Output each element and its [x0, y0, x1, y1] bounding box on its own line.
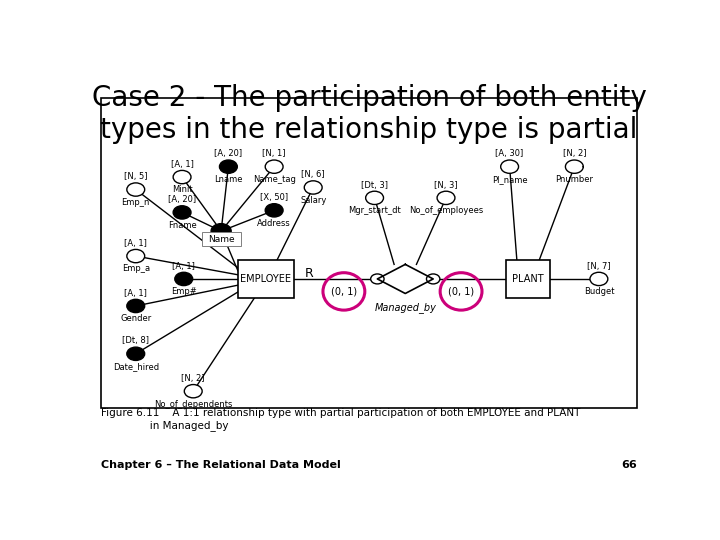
Circle shape [127, 299, 145, 313]
Text: [N, 2]: [N, 2] [181, 374, 205, 383]
Circle shape [173, 206, 191, 219]
Text: (0, 1): (0, 1) [330, 286, 357, 296]
Text: [A, 1]: [A, 1] [125, 289, 147, 298]
Text: [N, 3]: [N, 3] [434, 180, 458, 190]
Text: Managed_by: Managed_by [374, 302, 436, 313]
Text: [A, 20]: [A, 20] [168, 195, 196, 204]
Circle shape [500, 160, 518, 173]
Text: Minit: Minit [172, 185, 192, 194]
Text: Name_tag: Name_tag [253, 175, 296, 184]
Circle shape [305, 181, 322, 194]
Text: Fname: Fname [168, 221, 197, 230]
Circle shape [437, 191, 455, 205]
FancyBboxPatch shape [505, 260, 550, 298]
Circle shape [175, 272, 193, 286]
Text: [A, 30]: [A, 30] [495, 150, 523, 158]
Circle shape [127, 183, 145, 196]
Circle shape [127, 347, 145, 360]
Text: [Dt, 8]: [Dt, 8] [122, 336, 149, 346]
Circle shape [184, 384, 202, 398]
Text: PLANT: PLANT [512, 274, 544, 284]
Text: Pnumber: Pnumber [555, 175, 593, 184]
Text: Budget: Budget [584, 287, 614, 296]
Text: [N, 7]: [N, 7] [587, 261, 611, 271]
Text: No_of_dependents: No_of_dependents [154, 400, 233, 409]
Text: R: R [305, 267, 314, 280]
FancyBboxPatch shape [101, 98, 637, 408]
Text: Emp_n: Emp_n [122, 198, 150, 207]
Text: Salary: Salary [300, 196, 326, 205]
Circle shape [265, 204, 283, 217]
Text: Lname: Lname [214, 175, 243, 184]
Text: [X, 50]: [X, 50] [260, 193, 288, 202]
Text: Chapter 6 – The Relational Data Model: Chapter 6 – The Relational Data Model [101, 460, 341, 470]
Circle shape [211, 224, 231, 239]
Text: [A, 1]: [A, 1] [125, 239, 147, 248]
Text: [N, 6]: [N, 6] [302, 170, 325, 179]
Text: Figure 6.11    A 1:1 relationship type with partial participation of both EMPLOY: Figure 6.11 A 1:1 relationship type with… [101, 408, 580, 431]
Text: EMPLOYEE: EMPLOYEE [240, 274, 292, 284]
FancyBboxPatch shape [238, 260, 294, 298]
Text: Case 2 - The participation of both entity
types in the relationship type is part: Case 2 - The participation of both entit… [91, 84, 647, 144]
Circle shape [565, 160, 583, 173]
Text: [Dt, 3]: [Dt, 3] [361, 180, 388, 190]
Text: Gender: Gender [120, 314, 151, 323]
Circle shape [173, 171, 191, 184]
Text: Address: Address [257, 219, 291, 228]
Circle shape [220, 160, 238, 173]
Text: [N, 5]: [N, 5] [124, 172, 148, 181]
Text: Emp_a: Emp_a [122, 265, 150, 273]
Text: Mgr_start_dt: Mgr_start_dt [348, 206, 401, 215]
FancyBboxPatch shape [202, 232, 240, 246]
Text: [A, 20]: [A, 20] [215, 150, 243, 158]
Text: [N, 1]: [N, 1] [262, 150, 286, 158]
Circle shape [371, 274, 384, 284]
Circle shape [590, 272, 608, 286]
Text: 66: 66 [621, 460, 637, 470]
Text: (0, 1): (0, 1) [448, 286, 474, 296]
Text: Name: Name [208, 234, 235, 244]
Circle shape [127, 249, 145, 263]
Text: No_of_employees: No_of_employees [409, 206, 483, 215]
Text: [A, 1]: [A, 1] [171, 160, 194, 168]
Text: Emp#: Emp# [171, 287, 197, 296]
Text: [A, 1]: [A, 1] [172, 261, 195, 271]
Text: Pl_name: Pl_name [492, 175, 528, 184]
Text: Date_hired: Date_hired [113, 362, 159, 371]
Circle shape [366, 191, 384, 205]
Circle shape [265, 160, 283, 173]
Text: [N, 2]: [N, 2] [562, 150, 586, 158]
Circle shape [426, 274, 440, 284]
